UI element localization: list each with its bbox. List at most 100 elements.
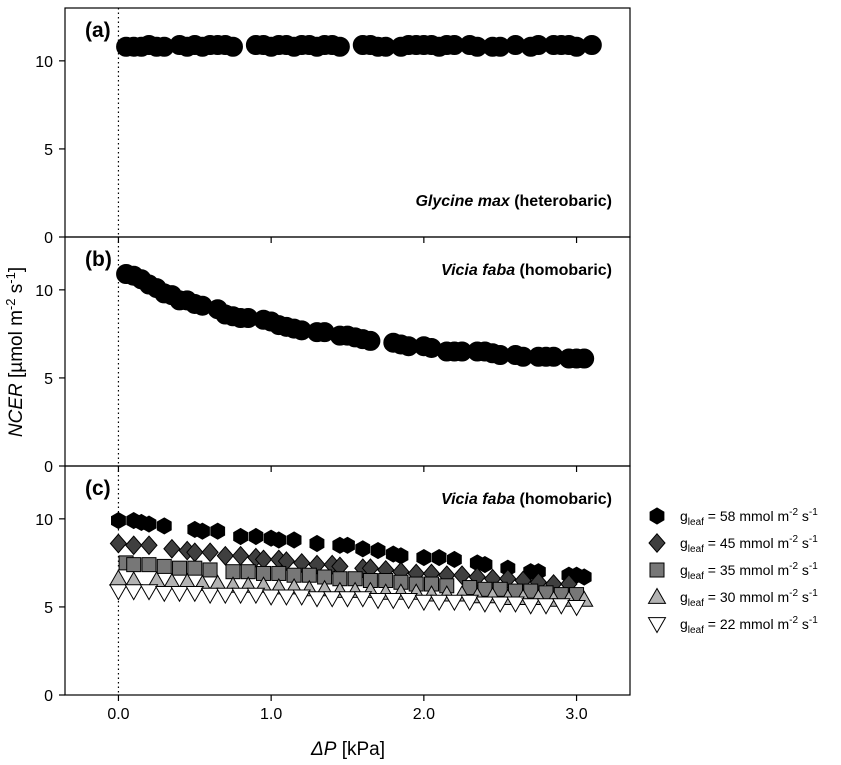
legend-entry: gleaf = 45 mmol m-2 s-1: [680, 534, 818, 555]
y-tick-label: 10: [35, 283, 53, 300]
data-point: [414, 594, 434, 612]
data-point: [172, 560, 188, 576]
y-tick-label: 0: [44, 459, 53, 476]
legend: gleaf = 58 mmol m-2 s-1 gleaf = 45 mmol m…: [647, 507, 818, 636]
data-point: [551, 598, 571, 615]
data-point: [170, 586, 189, 603]
data-point: [201, 542, 219, 563]
data-point: [368, 593, 388, 610]
data-point: [231, 545, 250, 566]
panel-frame: [64, 465, 631, 696]
y-tick-label: 10: [35, 512, 53, 529]
data-point: [536, 598, 556, 615]
data-point: [216, 545, 234, 566]
data-point: [416, 549, 432, 567]
data-point: [293, 552, 311, 573]
data-point: [399, 593, 418, 610]
panel-annotation: Vicia faba (homobaric): [441, 491, 612, 508]
x-tick-label: 0.0: [107, 706, 129, 723]
data-point: [581, 34, 602, 55]
data-point: [163, 538, 181, 559]
data-point: [447, 550, 462, 568]
legend-entry: gleaf = 30 mmol m-2 s-1: [680, 588, 818, 609]
data-point: [329, 36, 350, 57]
data-point: [307, 591, 327, 608]
data-point: [185, 586, 205, 603]
data-point: [475, 596, 495, 613]
data-point: [576, 568, 592, 586]
data-point: [574, 348, 595, 369]
x-axis-title: ΔP [kPa]: [310, 739, 385, 760]
data-point: [271, 531, 287, 549]
data-point: [477, 556, 493, 574]
data-point: [445, 594, 464, 612]
panel-c: 0 5 10 0.0 1.0 2.0 3.0 (c) Vicia faba (homobaric…: [35, 465, 631, 723]
data-point: [246, 587, 266, 605]
data-point: [286, 531, 302, 549]
data-point: [499, 568, 517, 589]
data-point: [360, 330, 381, 351]
data-point: [370, 542, 386, 560]
data-point: [222, 36, 243, 57]
legend-entry: gleaf = 58 mmol m-2 s-1: [680, 507, 818, 528]
data-point: [355, 540, 371, 558]
data-point: [393, 547, 409, 565]
y-tick-label: 0: [44, 688, 53, 705]
panel-annotation: Vicia faba (homobaric): [441, 262, 612, 279]
data-point: [141, 557, 157, 573]
y-tick-label: 5: [44, 600, 53, 617]
legend-marker: [647, 617, 667, 634]
x-tick-label: 3.0: [565, 706, 587, 723]
data-point: [261, 589, 281, 606]
data-point: [154, 586, 174, 603]
y-axis-title: NCER [µmol m-2 s-1]: [3, 267, 27, 437]
data-point: [506, 596, 525, 613]
data-point: [233, 527, 248, 546]
data-point: [156, 558, 172, 574]
data-point: [429, 594, 449, 612]
data-point: [109, 533, 128, 554]
y-tick-label: 5: [44, 142, 53, 159]
panel-label: (c): [85, 477, 111, 500]
data-point: [308, 554, 326, 575]
data-point: [187, 560, 203, 576]
data-point: [139, 584, 159, 601]
data-point: [231, 587, 250, 605]
x-tick-label: 1.0: [260, 706, 282, 723]
legend-marker: [649, 507, 665, 525]
data-point: [109, 584, 128, 601]
legend-entry: gleaf = 22 mmol m-2 s-1: [680, 615, 818, 636]
data-point: [567, 600, 586, 617]
series-1: [116, 34, 602, 57]
x-tick-label: 2.0: [413, 706, 435, 723]
panel-annotation: Glycine max (heterobaric): [415, 193, 612, 210]
data-point: [125, 535, 143, 556]
series-1: [116, 263, 595, 369]
data-point: [460, 594, 480, 612]
series-3: [118, 555, 585, 603]
data-point: [202, 562, 218, 578]
data-point: [195, 522, 210, 540]
data-point: [292, 589, 312, 606]
series-5: [109, 584, 586, 617]
data-point: [210, 522, 226, 540]
data-point: [490, 596, 510, 613]
data-point: [111, 512, 126, 530]
panel-label: (b): [85, 248, 112, 271]
data-point: [126, 557, 142, 573]
data-point: [124, 584, 144, 601]
y-tick-label: 5: [44, 371, 53, 388]
data-point: [322, 591, 342, 608]
data-point: [156, 517, 172, 535]
y-tick-label: 10: [35, 54, 53, 71]
panel-b: 0 5 10 (b) Vicia faba (homobaric): [35, 236, 631, 476]
data-point: [353, 591, 373, 608]
data-point: [140, 535, 158, 556]
data-point: [141, 515, 157, 533]
legend-marker: [647, 587, 667, 604]
data-point: [109, 569, 128, 586]
panel-label: (a): [85, 19, 111, 42]
data-point: [248, 527, 264, 546]
data-point: [215, 587, 235, 605]
data-point: [431, 549, 447, 567]
